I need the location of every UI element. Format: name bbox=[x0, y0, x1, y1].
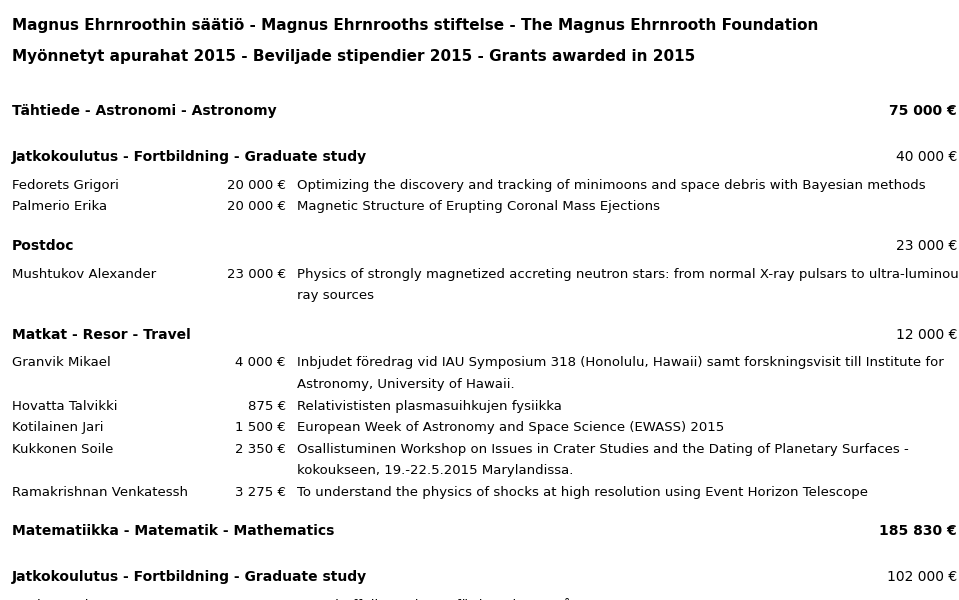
Text: 102 000 €: 102 000 € bbox=[887, 570, 957, 584]
Text: Matematiikka - Matematik - Mathematics: Matematiikka - Matematik - Mathematics bbox=[12, 524, 334, 538]
Text: 185 830 €: 185 830 € bbox=[879, 524, 957, 538]
Text: Physics of strongly magnetized accreting neutron stars: from normal X-ray pulsar: Physics of strongly magnetized accreting… bbox=[297, 268, 959, 281]
Text: Mushtukov Alexander: Mushtukov Alexander bbox=[12, 268, 155, 281]
Text: European Week of Astronomy and Space Science (EWASS) 2015: European Week of Astronomy and Space Sci… bbox=[297, 421, 725, 434]
Text: 20 000 €: 20 000 € bbox=[226, 200, 286, 214]
Text: 4 000 €: 4 000 € bbox=[235, 356, 286, 370]
Text: 12 000 €: 12 000 € bbox=[896, 328, 957, 341]
Text: 875 €: 875 € bbox=[247, 400, 286, 413]
Text: Hausdorff-dimensionen för invarianta mått: Hausdorff-dimensionen för invarianta måt… bbox=[297, 599, 582, 600]
Text: Palmerio Erika: Palmerio Erika bbox=[12, 200, 106, 214]
Text: 23 000 €: 23 000 € bbox=[896, 239, 957, 253]
Text: Fedorets Grigori: Fedorets Grigori bbox=[12, 179, 118, 192]
Text: kokoukseen, 19.-22.5.2015 Marylandissa.: kokoukseen, 19.-22.5.2015 Marylandissa. bbox=[297, 464, 573, 478]
Text: Myönnetyt apurahat 2015 - Beviljade stipendier 2015 - Grants awarded in 2015: Myönnetyt apurahat 2015 - Beviljade stip… bbox=[12, 49, 694, 64]
Text: 3 275 €: 3 275 € bbox=[235, 486, 286, 499]
Text: Postdoc: Postdoc bbox=[12, 239, 74, 253]
Text: 1 500 €: 1 500 € bbox=[235, 421, 286, 434]
Text: Jatkokoulutus - Fortbildning - Graduate study: Jatkokoulutus - Fortbildning - Graduate … bbox=[12, 150, 366, 164]
Text: 2 350 €: 2 350 € bbox=[235, 443, 286, 456]
Text: Kotilainen Jari: Kotilainen Jari bbox=[12, 421, 103, 434]
Text: ray sources: ray sources bbox=[297, 289, 374, 302]
Text: Granvik Mikael: Granvik Mikael bbox=[12, 356, 110, 370]
Text: Optimizing the discovery and tracking of minimoons and space debris with Bayesia: Optimizing the discovery and tracking of… bbox=[297, 179, 926, 192]
Text: Jatkokoulutus - Fortbildning - Graduate study: Jatkokoulutus - Fortbildning - Graduate … bbox=[12, 570, 366, 584]
Text: 40 000 €: 40 000 € bbox=[896, 150, 957, 164]
Text: Inbjudet föredrag vid IAU Symposium 318 (Honolulu, Hawaii) samt forskningsvisit : Inbjudet föredrag vid IAU Symposium 318 … bbox=[297, 356, 944, 370]
Text: 12 000 €: 12 000 € bbox=[226, 599, 286, 600]
Text: Anckar Andreas: Anckar Andreas bbox=[12, 599, 116, 600]
Text: Matkat - Resor - Travel: Matkat - Resor - Travel bbox=[12, 328, 190, 341]
Text: Osallistuminen Workshop on Issues in Crater Studies and the Dating of Planetary : Osallistuminen Workshop on Issues in Cra… bbox=[297, 443, 909, 456]
Text: Hovatta Talvikki: Hovatta Talvikki bbox=[12, 400, 117, 413]
Text: Magnus Ehrnroothin säätiö - Magnus Ehrnrooths stiftelse - The Magnus Ehrnrooth F: Magnus Ehrnroothin säätiö - Magnus Ehrnr… bbox=[12, 18, 818, 33]
Text: Ramakrishnan Venkatessh: Ramakrishnan Venkatessh bbox=[12, 486, 188, 499]
Text: 23 000 €: 23 000 € bbox=[226, 268, 286, 281]
Text: 75 000 €: 75 000 € bbox=[889, 104, 957, 118]
Text: To understand the physics of shocks at high resolution using Event Horizon Teles: To understand the physics of shocks at h… bbox=[297, 486, 868, 499]
Text: Magnetic Structure of Erupting Coronal Mass Ejections: Magnetic Structure of Erupting Coronal M… bbox=[297, 200, 661, 214]
Text: Kukkonen Soile: Kukkonen Soile bbox=[12, 443, 113, 456]
Text: Relativististen plasmasuihkujen fysiikka: Relativististen plasmasuihkujen fysiikka bbox=[297, 400, 562, 413]
Text: Astronomy, University of Hawaii.: Astronomy, University of Hawaii. bbox=[297, 378, 515, 391]
Text: 20 000 €: 20 000 € bbox=[226, 179, 286, 192]
Text: Tähtiede - Astronomi - Astronomy: Tähtiede - Astronomi - Astronomy bbox=[12, 104, 276, 118]
